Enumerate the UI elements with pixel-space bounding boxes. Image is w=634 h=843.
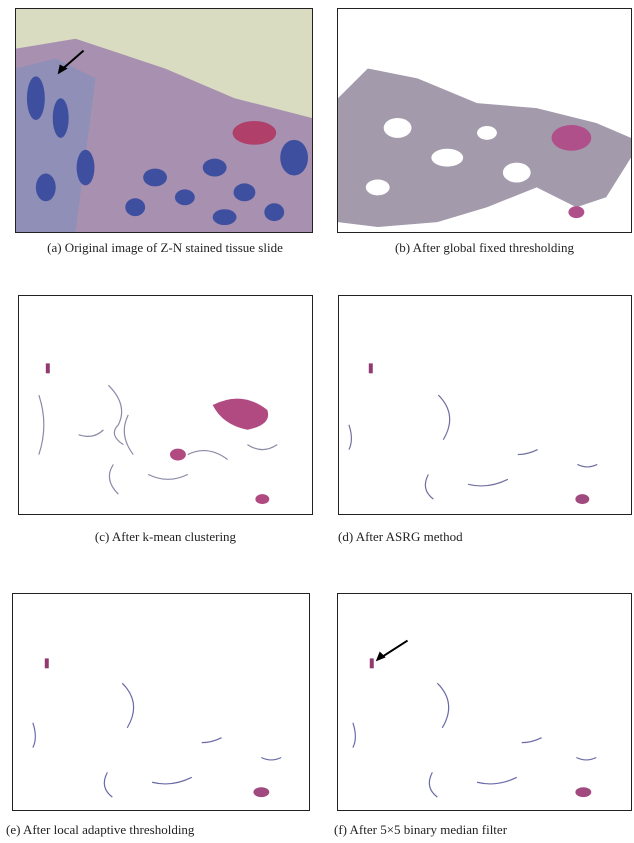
panel-d-image (338, 295, 632, 515)
figure-page: (a) Original image of Z-N stained tissue… (0, 0, 634, 843)
panel-e-image (12, 593, 310, 811)
image (338, 9, 631, 232)
image (339, 296, 631, 514)
image (19, 296, 312, 514)
caption: (f) After 5×5 binary median filter (334, 822, 629, 838)
panel-f-image (337, 593, 632, 811)
caption: (a) Original image of Z-N stained tissue… (20, 240, 310, 256)
caption: (c) After k-mean clustering (18, 529, 313, 545)
panel-c-image (18, 295, 313, 515)
caption: (d) After ASRG method (338, 529, 518, 545)
image (16, 9, 312, 232)
caption: (e) After local adaptive thresholding (6, 822, 316, 838)
image (338, 594, 631, 810)
panel-a-image (15, 8, 313, 233)
image (13, 594, 309, 810)
caption: (b) After global fixed thresholding (337, 240, 632, 256)
panel-b-image (337, 8, 632, 233)
